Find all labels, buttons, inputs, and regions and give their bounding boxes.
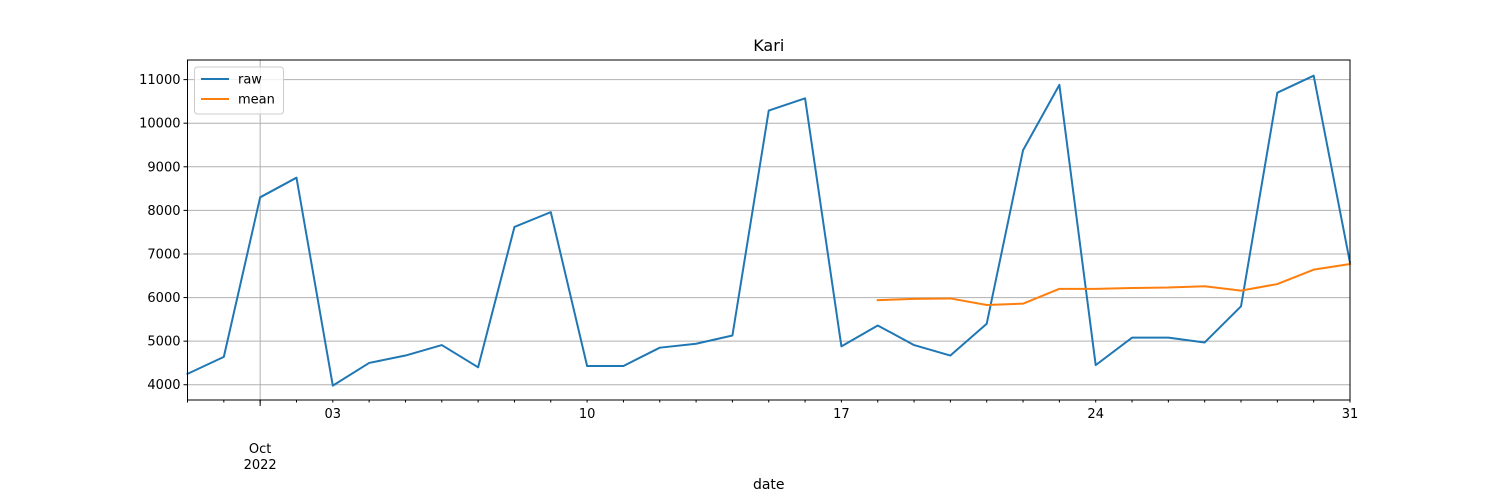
legend-label-mean: mean (238, 93, 275, 108)
series-lines (186, 74, 1352, 387)
y-tick-label: 5000 (147, 335, 180, 350)
x-tick-label: 31 (1342, 407, 1359, 422)
grid (187, 60, 1350, 400)
x-tick-label: 24 (1087, 407, 1104, 422)
chart-title: Kari (753, 36, 784, 55)
y-tick-label: 7000 (147, 247, 180, 262)
series-line-raw (186, 74, 1352, 387)
x-tick-sublabel: 2022 (244, 458, 277, 473)
x-axis-label: date (753, 477, 785, 493)
legend-label-raw: raw (238, 73, 262, 88)
x-tick-label: 17 (833, 407, 850, 422)
axis-ticks: 4000 5000 6000 7000 8000 9000 10000 11000 Oct202… (139, 73, 1358, 473)
x-tick-label: 10 (579, 407, 596, 422)
y-tick-label: 11000 (139, 73, 180, 88)
y-tick-label: 9000 (147, 160, 180, 175)
series-line-mean (876, 262, 1352, 306)
legend: raw mean (194, 66, 284, 115)
x-tick-label: Oct (249, 442, 271, 457)
y-tick-label: 6000 (147, 291, 180, 306)
x-tick-label: 03 (325, 407, 342, 422)
y-tick-label: 8000 (147, 204, 180, 219)
y-tick-label: 4000 (147, 378, 180, 393)
y-tick-label: 10000 (139, 117, 180, 132)
